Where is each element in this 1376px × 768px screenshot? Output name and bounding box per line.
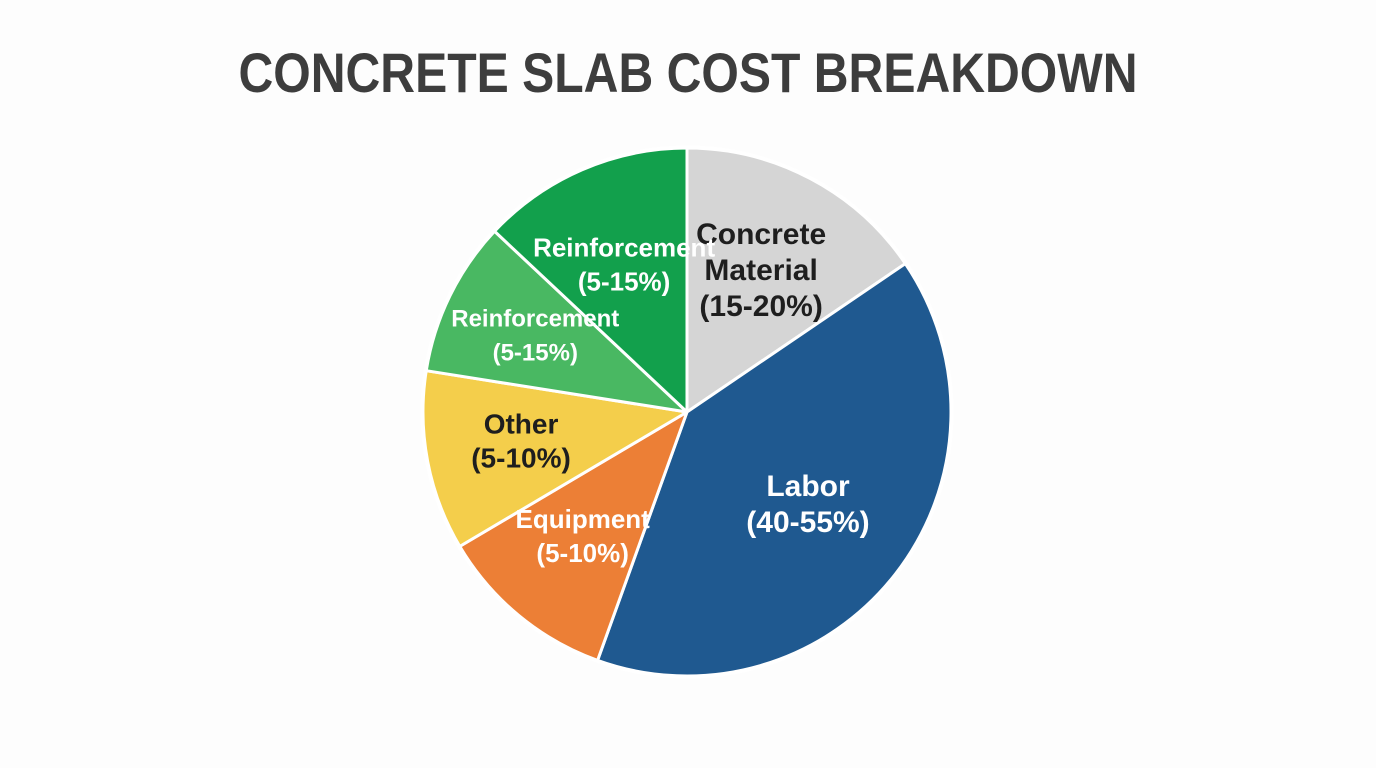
pie-slices [420,145,954,679]
pie-slice-label-line: Concrete [696,218,826,251]
pie-labels: Concrete Material (15-20%) Labor (40-55%) Equ… [451,218,869,568]
chart-title: CONCRETE SLAB COST BREAKDOWN [238,41,1138,104]
pie-slice-label-line: (5-15%) [493,340,578,367]
pie-slice-label-5: Reinforcement (5-15%) [533,233,715,297]
pie-slice-label-3: Other (5-10%) [471,409,571,474]
pie-slice-label-line: Equipment [515,504,650,534]
pie-slice-label-0: Concrete Material (15-20%) [696,218,826,323]
pie-slice-label-line: Material [704,254,817,287]
pie-slice-label-2: Equipment (5-10%) [515,504,650,568]
pie-slice-label-line: Reinforcement [533,233,715,263]
pie-slice-label-1: Labor (40-55%) [746,470,869,539]
pie-slice-label-line: (40-55%) [746,506,869,539]
pie-slice-label-line: Reinforcement [451,306,619,333]
pie-rim [420,145,954,679]
pie-slice-label-line: Other [484,409,559,440]
pie-slice-label-line: (5-10%) [536,538,628,568]
pie-slice-label-line: (5-10%) [471,443,571,474]
pie-slice-label-line: (15-20%) [699,290,822,323]
pie-slice-label-4: Reinforcement (5-15%) [451,306,619,367]
pie-slice-label-line: Labor [766,470,850,503]
pie-slice-label-line: (5-15%) [578,267,670,297]
